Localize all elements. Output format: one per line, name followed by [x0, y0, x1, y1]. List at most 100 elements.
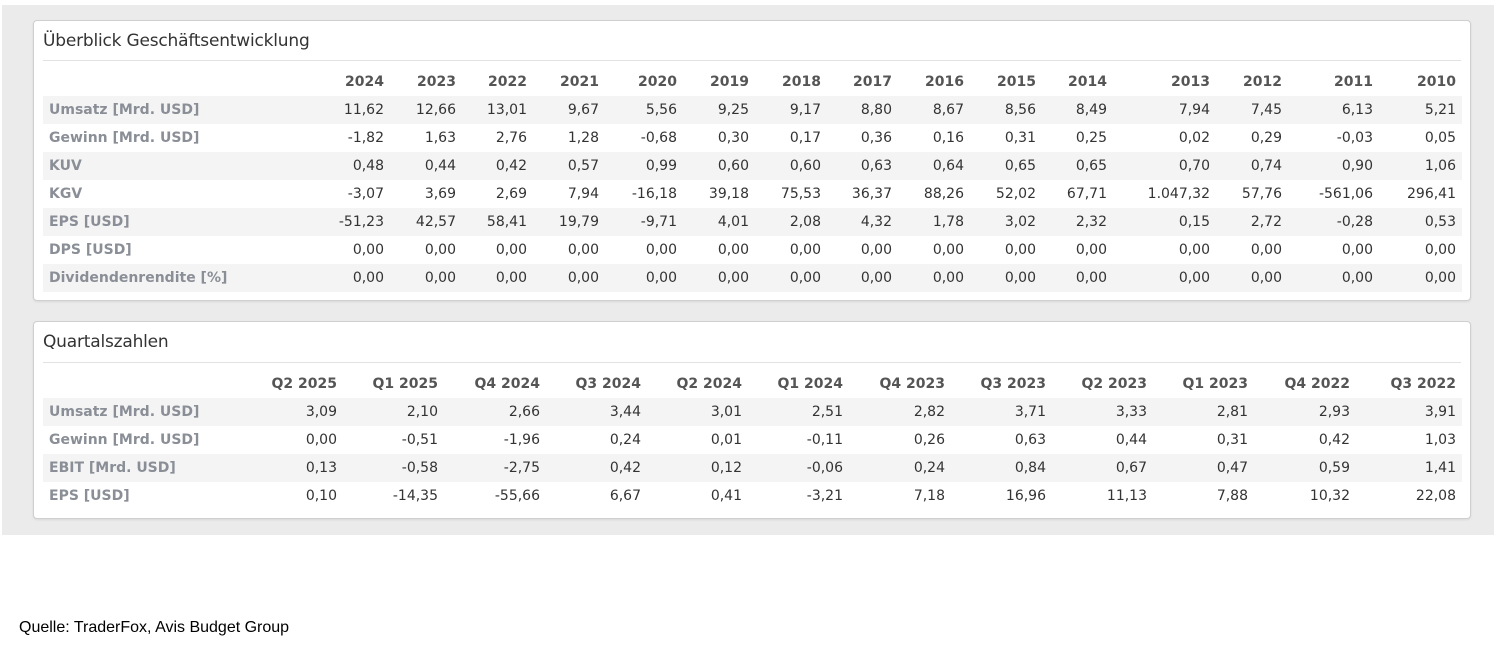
table-cell: 0,25 [1075, 130, 1107, 146]
table-cell: 0,90 [1288, 152, 1379, 180]
table-cell: 0,05 [1424, 130, 1456, 146]
quarterly-title: Quartalszahlen [43, 332, 169, 352]
table-cell: 0,84 [951, 454, 1052, 482]
column-header: 2017 [853, 74, 892, 90]
table-cell: 6,67 [609, 488, 641, 504]
table-row: DPS [USD] 0,00 0,00 0,00 0,00 0,00 0,00 0,00 0,0… [43, 236, 1462, 264]
table-cell: 2,69 [495, 186, 527, 202]
table-cell: 0,12 [647, 454, 748, 482]
table-cell: -3,07 [347, 186, 384, 202]
table-cell: 1,06 [1379, 152, 1462, 180]
table-row: EPS [USD] -51,23 42,57 58,41 19,79 -9,71 4,01 2… [43, 208, 1462, 236]
table-cell: -0,06 [748, 454, 849, 482]
table-cell: 0,16 [932, 130, 964, 146]
table-cell: 36,37 [851, 186, 892, 202]
column-header: Q1 2023 [1182, 376, 1248, 392]
table-cell: -2,75 [444, 454, 546, 482]
table-cell: 0,00 [683, 264, 755, 292]
table-cell: 1,78 [898, 208, 970, 236]
table-cell: 1,03 [1424, 432, 1456, 448]
column-header: 2020 [638, 74, 677, 90]
table-cell: 0,00 [390, 264, 462, 292]
column-header: Q2 2024 [676, 376, 742, 392]
table-cell: -9,71 [605, 208, 683, 236]
table-cell: 75,53 [780, 186, 821, 202]
table-cell: 0,44 [390, 152, 462, 180]
column-header: Q3 2023 [980, 376, 1046, 392]
table-cell: 12,66 [390, 96, 462, 124]
table-cell: -561,06 [1318, 186, 1373, 202]
overview-panel: Überblick Geschäftsentwicklung 2024 2023 2… [33, 20, 1471, 301]
table-cell: 0,00 [970, 264, 1042, 292]
table-cell: 0,53 [1379, 208, 1462, 236]
table-cell: 0,00 [533, 264, 605, 292]
table-cell: -0,11 [806, 432, 843, 448]
table-cell: 0,63 [827, 152, 898, 180]
table-cell: 0,64 [898, 152, 970, 180]
table-cell: 1.047,32 [1147, 186, 1210, 202]
column-header: Q4 2024 [474, 376, 540, 392]
table-cell: 3,71 [951, 398, 1052, 426]
table-cell: 0,00 [717, 242, 749, 258]
column-header: 2010 [1417, 74, 1456, 90]
table-cell: -51,23 [319, 208, 390, 236]
table-cell: 2,72 [1216, 208, 1288, 236]
table-cell: 0,74 [1216, 152, 1288, 180]
table-cell: -0,03 [1336, 130, 1373, 146]
table-cell: 0,00 [898, 264, 970, 292]
table-row: Gewinn [Mrd. USD] -1,82 1,63 2,76 1,28 -0,68 0… [43, 124, 1462, 152]
table-cell: 0,13 [242, 454, 343, 482]
table-cell: 11,13 [1106, 488, 1147, 504]
row-label: Dividendenrendite [%] [43, 264, 319, 292]
table-cell: 0,60 [683, 152, 755, 180]
table-cell: 67,71 [1066, 186, 1107, 202]
table-cell: 3,02 [970, 208, 1042, 236]
table-cell: 16,96 [1005, 488, 1046, 504]
table-cell: 2,51 [748, 398, 849, 426]
table-cell: -55,66 [494, 488, 540, 504]
table-cell: 0,24 [609, 432, 641, 448]
table-cell: 0,17 [789, 130, 821, 146]
row-label: Gewinn [Mrd. USD] [49, 130, 200, 146]
table-cell: 9,25 [683, 96, 755, 124]
page-background: Überblick Geschäftsentwicklung 2024 2023 2… [2, 5, 1494, 535]
table-cell: 57,76 [1241, 186, 1282, 202]
table-cell: 0,00 [932, 242, 964, 258]
table-cell: 0,00 [1250, 242, 1282, 258]
table-cell: 2,76 [495, 130, 527, 146]
column-header: 2012 [1243, 74, 1282, 90]
table-cell: 11,62 [319, 96, 390, 124]
table-cell: 8,49 [1042, 96, 1113, 124]
table-cell: 0,00 [860, 242, 892, 258]
column-header: 2024 [345, 74, 384, 90]
table-cell: 58,41 [462, 208, 533, 236]
row-label: EPS [USD] [49, 488, 130, 504]
table-cell: 3,33 [1052, 398, 1153, 426]
table-cell: 0,00 [827, 264, 898, 292]
table-cell: 0,15 [1113, 208, 1216, 236]
table-cell: 8,80 [827, 96, 898, 124]
table-cell: -16,18 [631, 186, 677, 202]
table-cell: 0,00 [605, 264, 683, 292]
table-cell: 0,65 [1042, 152, 1113, 180]
table-cell: 0,99 [605, 152, 683, 180]
table-cell: 7,45 [1216, 96, 1288, 124]
column-header: 2022 [488, 74, 527, 90]
table-cell: 0,00 [319, 264, 390, 292]
table-cell: 10,32 [1309, 488, 1350, 504]
column-header: Q3 2024 [575, 376, 641, 392]
table-cell: 19,79 [533, 208, 605, 236]
column-header: Q1 2024 [777, 376, 843, 392]
table-row: EBIT [Mrd. USD] 0,13 -0,58 -2,75 0,42 0,12 -0,… [43, 454, 1462, 482]
table-cell: 3,01 [647, 398, 748, 426]
column-header: 2018 [782, 74, 821, 90]
table-cell: 296,41 [1407, 186, 1456, 202]
table-cell: 8,56 [970, 96, 1042, 124]
table-cell: -3,21 [806, 488, 843, 504]
table-cell: 7,18 [913, 488, 945, 504]
quarterly-panel: Quartalszahlen Q2 2025 Q1 2025 Q4 2024 Q3 2… [33, 321, 1471, 519]
table-cell: 6,13 [1288, 96, 1379, 124]
column-header: 2014 [1068, 74, 1107, 90]
column-header: 2016 [925, 74, 964, 90]
table-cell: 3,44 [546, 398, 647, 426]
